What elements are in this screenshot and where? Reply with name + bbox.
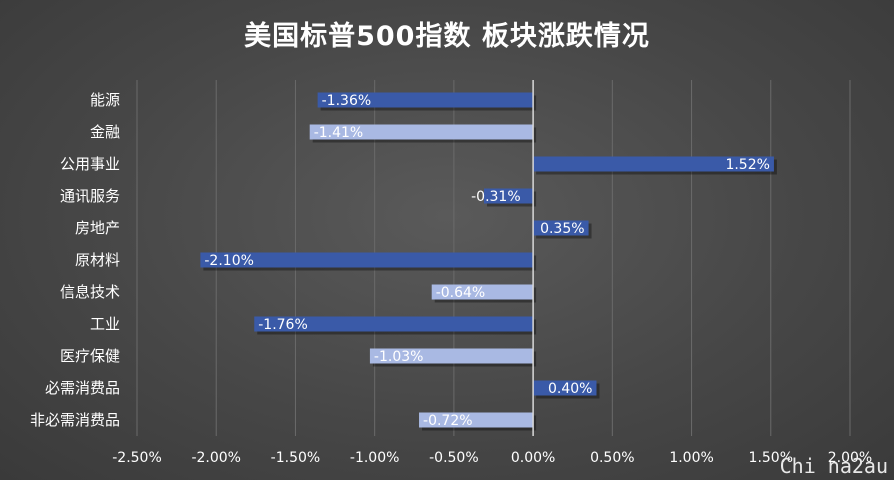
- category-label: 必需消费品: [45, 379, 120, 397]
- data-label: -2.10%: [204, 253, 254, 269]
- bar: [419, 412, 534, 428]
- category-label: 金融: [90, 123, 120, 141]
- data-label: 0.40%: [548, 381, 592, 397]
- x-tick-label: 1.00%: [669, 450, 713, 466]
- x-tick-label: -0.50%: [429, 450, 479, 466]
- bar: [254, 316, 534, 332]
- x-tick-label: -2.50%: [112, 450, 162, 466]
- watermark: Chi na2au: [779, 454, 888, 478]
- category-label: 房地产: [75, 219, 120, 237]
- category-label: 能源: [90, 91, 120, 109]
- bar: [533, 380, 597, 396]
- category-label: 工业: [90, 315, 120, 333]
- x-tick-label: 0.50%: [590, 450, 634, 466]
- bar: [317, 92, 534, 108]
- category-label: 公用事业: [60, 155, 120, 173]
- category-label: 非必需消费品: [30, 411, 120, 429]
- data-label: -1.41%: [314, 125, 364, 141]
- category-label: 通讯服务: [60, 187, 120, 205]
- x-tick-label: -1.00%: [350, 450, 400, 466]
- data-label: -1.36%: [322, 93, 372, 109]
- data-label: -0.31%: [471, 189, 521, 205]
- data-label: -1.76%: [258, 317, 308, 333]
- bar: [200, 252, 534, 268]
- bar: [309, 124, 534, 140]
- data-label: 1.52%: [725, 157, 769, 173]
- category-label: 原材料: [75, 251, 120, 269]
- category-label: 医疗保健: [60, 347, 120, 365]
- bar: [533, 220, 589, 236]
- data-label: 0.35%: [540, 221, 584, 237]
- data-label: -1.03%: [374, 349, 424, 365]
- x-tick-label: 2.00%: [828, 450, 872, 466]
- bar: [431, 284, 534, 300]
- x-tick-label: 0.00%: [511, 450, 555, 466]
- data-label: -0.72%: [423, 413, 473, 429]
- bar: [369, 348, 534, 364]
- data-label: -0.64%: [436, 285, 486, 301]
- x-tick-label: 1.50%: [749, 450, 793, 466]
- x-tick-label: -1.50%: [271, 450, 321, 466]
- bar: [533, 156, 774, 172]
- x-tick-label: -2.00%: [191, 450, 241, 466]
- category-label: 信息技术: [60, 283, 120, 301]
- chart-title: 美国标普500指数 板块涨跌情况: [244, 21, 650, 52]
- bar: [483, 188, 534, 204]
